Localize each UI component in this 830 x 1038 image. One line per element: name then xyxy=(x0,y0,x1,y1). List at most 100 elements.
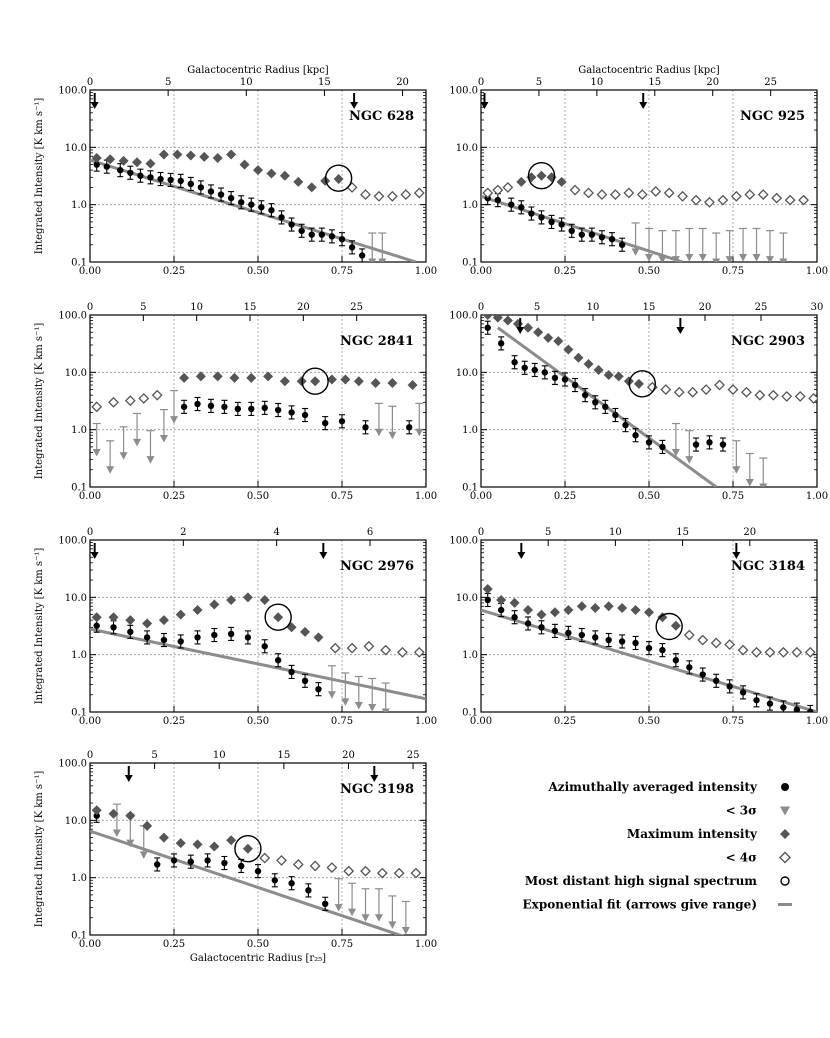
y-tick-label: 10.0 xyxy=(456,593,478,604)
y-tick-label: 1.0 xyxy=(462,425,478,436)
avg-intensity-point xyxy=(497,606,505,614)
top-tick-label: 0 xyxy=(478,527,484,538)
legend-symbol-circle xyxy=(781,783,789,791)
max-limit-diamond xyxy=(413,646,425,658)
max-limit-diamond xyxy=(309,860,321,872)
avg-intensity-point xyxy=(524,620,532,627)
panel-title: NGC 3184 xyxy=(731,559,805,574)
max-intensity-point xyxy=(407,380,418,391)
avg-limit-triangle xyxy=(92,448,101,457)
max-intensity-point xyxy=(142,618,153,629)
avg-intensity-point xyxy=(551,627,559,635)
y-tick-label: 1.0 xyxy=(71,873,87,884)
avg-intensity-point xyxy=(632,432,639,439)
avg-intensity-point xyxy=(719,441,727,448)
max-intensity-point xyxy=(125,615,136,626)
avg-intensity-point xyxy=(793,706,801,712)
max-intensity-point xyxy=(226,594,237,605)
max-limit-diamond xyxy=(704,196,715,208)
max-intensity-point xyxy=(536,609,547,620)
avg-intensity-point xyxy=(288,221,295,228)
avg-intensity-point xyxy=(362,424,369,431)
avg-intensity-point xyxy=(127,169,134,176)
legend-symbol-open-diamond xyxy=(779,851,791,864)
avg-limit-triangle xyxy=(745,478,754,487)
max-limit-diamond xyxy=(804,646,816,658)
avg-intensity-point xyxy=(127,628,134,636)
avg-limit-triangle xyxy=(725,256,734,262)
avg-intensity-point xyxy=(578,631,585,639)
fit-range-arrowhead xyxy=(639,102,648,109)
max-intensity-point xyxy=(175,609,186,620)
max-intensity-point xyxy=(142,820,153,831)
top-tick-label: 10 xyxy=(240,77,253,88)
avg-intensity-point xyxy=(103,163,111,170)
legend-entry: Maximum intensity xyxy=(627,827,790,841)
max-limit-diamond xyxy=(108,396,119,408)
avg-limit-triangle xyxy=(146,456,155,464)
max-limit-diamond xyxy=(393,867,405,879)
top-tick-label: 6 xyxy=(367,527,373,538)
top-tick-label: 4 xyxy=(273,527,279,538)
max-intensity-point xyxy=(266,168,277,179)
plot-area xyxy=(90,803,422,935)
x-tick-label: 0.50 xyxy=(638,266,660,277)
max-limit-diamond xyxy=(717,194,729,206)
y-tick-label: 100.0 xyxy=(449,536,478,547)
avg-intensity-point xyxy=(518,204,525,211)
avg-intensity-point xyxy=(234,405,242,413)
y-tick-label: 1.0 xyxy=(462,650,478,661)
max-limit-diamond xyxy=(292,859,304,870)
distant-spectrum-circle xyxy=(234,835,262,863)
plot-area xyxy=(481,583,817,712)
x-tick-label: 0.75 xyxy=(331,266,353,277)
avg-intensity-point xyxy=(274,406,282,414)
plot-area xyxy=(481,170,809,262)
max-intensity-point xyxy=(523,605,534,616)
distant-spectrum-circle xyxy=(264,603,292,631)
max-intensity-point xyxy=(246,372,257,383)
y-tick-label: 0.1 xyxy=(71,258,87,269)
plot-area xyxy=(482,315,817,487)
fit-range-arrowhead xyxy=(517,552,526,559)
max-limit-diamond xyxy=(730,190,742,202)
avg-limit-triangle xyxy=(374,428,383,437)
avg-intensity-point xyxy=(167,176,174,184)
max-intensity-point xyxy=(132,157,143,168)
avg-intensity-point xyxy=(645,439,653,446)
max-limit-diamond xyxy=(482,187,494,199)
avg-intensity-point xyxy=(541,369,549,376)
y-tick-label: 10.0 xyxy=(456,143,478,154)
fit-range-arrowhead xyxy=(90,552,99,559)
avg-intensity-point xyxy=(739,689,747,696)
x-tick-label: 0.50 xyxy=(247,266,269,277)
panel-ngc-3198: 100.0 10.0 1.0 0.10.00 0.25 0.50 0.75 1.00 0 5 10 1… xyxy=(34,750,437,964)
avg-intensity-point xyxy=(227,630,235,638)
panel-title: NGC 2903 xyxy=(731,334,805,349)
y-tick-label: 100.0 xyxy=(58,86,87,97)
y-tick-label: 100.0 xyxy=(449,86,478,97)
top-tick-label: 5 xyxy=(165,77,171,88)
avg-intensity-point xyxy=(571,381,579,389)
max-intensity-point xyxy=(482,583,493,594)
max-limit-diamond xyxy=(151,389,163,401)
max-intensity-point xyxy=(509,597,520,608)
avg-intensity-point xyxy=(137,172,144,179)
max-intensity-point xyxy=(516,176,527,187)
top-tick-label: 0 xyxy=(87,750,93,761)
max-limit-diamond xyxy=(727,384,739,396)
fit-range-arrowhead xyxy=(350,102,359,109)
top-tick-label: 25 xyxy=(755,302,768,313)
max-intensity-point xyxy=(326,374,337,385)
max-limit-diamond xyxy=(673,386,685,398)
avg-intensity-point xyxy=(588,231,596,238)
x-tick-label: 0.75 xyxy=(722,266,744,277)
top-tick-label: 5 xyxy=(140,302,146,313)
avg-intensity-point xyxy=(484,596,491,604)
avg-intensity-point xyxy=(538,624,545,631)
x-tick-label: 1.00 xyxy=(415,716,437,727)
top-tick-label: 2 xyxy=(180,527,186,538)
legend-entry: < 3σ xyxy=(726,804,790,818)
fit-range-arrowhead xyxy=(124,775,133,782)
fit-range-arrowhead xyxy=(319,552,328,559)
